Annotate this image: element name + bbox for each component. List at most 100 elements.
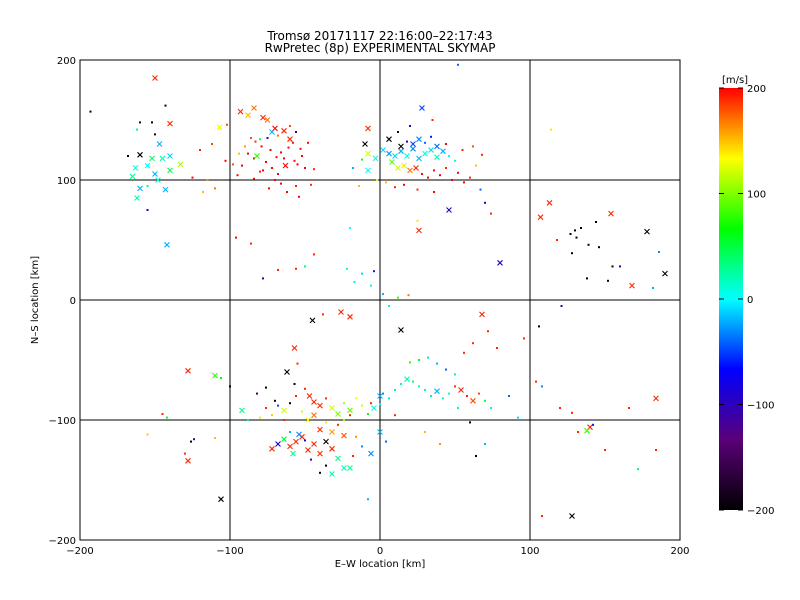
cross-marker — [389, 159, 395, 165]
dot-marker — [595, 221, 597, 223]
cross-marker — [254, 153, 260, 159]
dot-marker — [517, 416, 519, 419]
x-tick-label: −100 — [216, 546, 243, 557]
dot-marker — [407, 294, 410, 297]
dot-marker — [424, 389, 426, 391]
dot-marker — [164, 104, 167, 107]
dot-marker — [394, 414, 396, 417]
dot-marker — [367, 498, 369, 501]
dot-marker — [658, 251, 660, 253]
dot-marker — [229, 385, 231, 388]
cross-marker — [281, 407, 287, 414]
dot-marker — [343, 402, 345, 405]
dot-marker — [436, 362, 438, 365]
dot-marker — [154, 133, 156, 136]
dot-marker — [454, 159, 456, 162]
cross-marker — [164, 241, 170, 248]
dot-marker — [430, 395, 432, 397]
cross-marker — [287, 443, 293, 450]
dot-marker — [484, 443, 486, 445]
dot-marker — [193, 438, 195, 441]
dot-marker — [310, 458, 312, 461]
dot-marker — [577, 431, 579, 433]
dot-marker — [298, 195, 300, 198]
dot-marker — [307, 141, 309, 144]
dot-marker — [301, 410, 303, 413]
dot-marker — [448, 392, 450, 395]
x-tick-label: −200 — [66, 546, 93, 557]
dot-marker — [226, 123, 228, 126]
colorbar-tick-label: 100 — [747, 190, 766, 201]
cross-marker — [434, 143, 440, 150]
dot-marker — [619, 265, 621, 268]
chart-title: Tromsø 20171117 22:16:00–22:17:43 — [266, 29, 492, 43]
cross-marker — [401, 162, 407, 169]
cross-marker — [245, 112, 251, 119]
cross-marker — [404, 153, 410, 159]
dot-marker — [496, 347, 498, 349]
dot-marker — [277, 173, 279, 175]
dot-marker — [472, 342, 474, 345]
dot-marker — [418, 359, 420, 361]
dot-marker — [611, 265, 614, 268]
dot-marker — [352, 455, 354, 457]
cross-marker — [156, 141, 163, 147]
cross-marker — [132, 165, 139, 171]
dot-marker — [151, 121, 153, 124]
cross-marker — [264, 117, 271, 123]
dot-marker — [469, 176, 471, 179]
dot-marker — [313, 253, 315, 256]
cross-marker — [386, 136, 392, 143]
dot-marker — [241, 164, 243, 167]
dot-marker — [277, 269, 279, 271]
dot-marker — [445, 368, 447, 371]
dot-marker — [260, 145, 263, 148]
cross-marker — [309, 317, 316, 324]
dot-marker — [559, 407, 561, 409]
dot-marker — [439, 174, 441, 177]
dot-marker — [478, 392, 480, 395]
dot-marker — [355, 397, 357, 400]
dot-marker — [598, 246, 600, 249]
cross-marker — [338, 309, 344, 315]
cross-marker — [365, 125, 371, 132]
dot-marker — [508, 395, 510, 397]
dot-marker — [244, 145, 246, 148]
dot-marker — [266, 137, 269, 139]
cross-marker — [368, 450, 374, 457]
axis-ticks: −200−200 −100 −100 0 0 100 100 200 200 — [49, 56, 690, 557]
dot-marker — [190, 440, 192, 443]
dot-marker — [265, 386, 267, 389]
dot-marker — [349, 227, 351, 229]
dot-marker — [448, 155, 450, 157]
cross-marker — [546, 199, 553, 206]
dot-marker — [232, 163, 234, 166]
dot-marker — [373, 270, 375, 273]
cross-marker — [416, 136, 422, 143]
cross-marker — [275, 441, 281, 447]
dot-marker — [541, 515, 543, 517]
dot-marker — [541, 385, 543, 388]
cross-marker — [653, 395, 659, 402]
dot-marker — [127, 155, 129, 157]
dot-marker — [352, 167, 354, 169]
dot-marker — [283, 157, 285, 160]
cross-marker — [129, 173, 136, 180]
cross-marker — [155, 177, 161, 183]
cross-marker — [458, 387, 464, 393]
cross-marker — [293, 438, 299, 445]
dot-marker — [385, 181, 387, 184]
cross-marker — [167, 120, 173, 127]
cross-marker — [317, 450, 323, 457]
y-tick-label: −200 — [49, 536, 76, 547]
dot-marker — [457, 407, 459, 409]
cross-marker — [305, 447, 311, 453]
cross-marker — [329, 445, 335, 452]
dot-marker — [184, 452, 186, 455]
dot-marker — [569, 233, 572, 235]
dot-marker — [283, 419, 285, 421]
cross-marker — [347, 465, 353, 471]
dot-marker — [355, 435, 357, 438]
colorbar-unit: [m/s] — [722, 75, 748, 86]
